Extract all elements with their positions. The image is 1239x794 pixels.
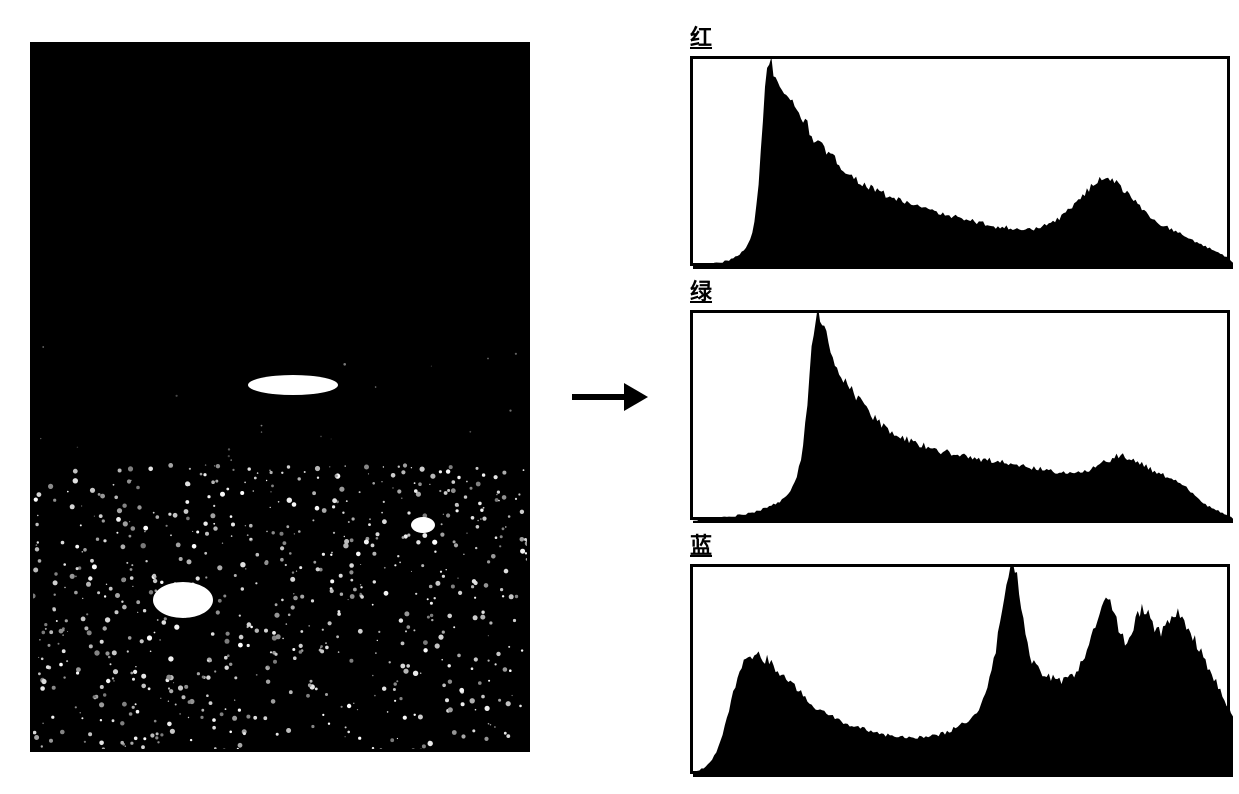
source-image bbox=[30, 42, 530, 752]
arrow-icon bbox=[570, 377, 650, 417]
histogram-label-green: 绿 bbox=[690, 274, 1230, 306]
histogram-frame-green bbox=[690, 310, 1230, 520]
histogram-label-red: 红 bbox=[690, 20, 1230, 52]
histogram-blue: 蓝 bbox=[690, 528, 1230, 774]
histogram-label-blue: 蓝 bbox=[690, 528, 1230, 560]
histogram-frame-red bbox=[690, 56, 1230, 266]
histogram-column: 红 绿 蓝 bbox=[690, 20, 1230, 774]
histogram-red: 红 bbox=[690, 20, 1230, 266]
histogram-frame-blue bbox=[690, 564, 1230, 774]
histogram-green: 绿 bbox=[690, 274, 1230, 520]
